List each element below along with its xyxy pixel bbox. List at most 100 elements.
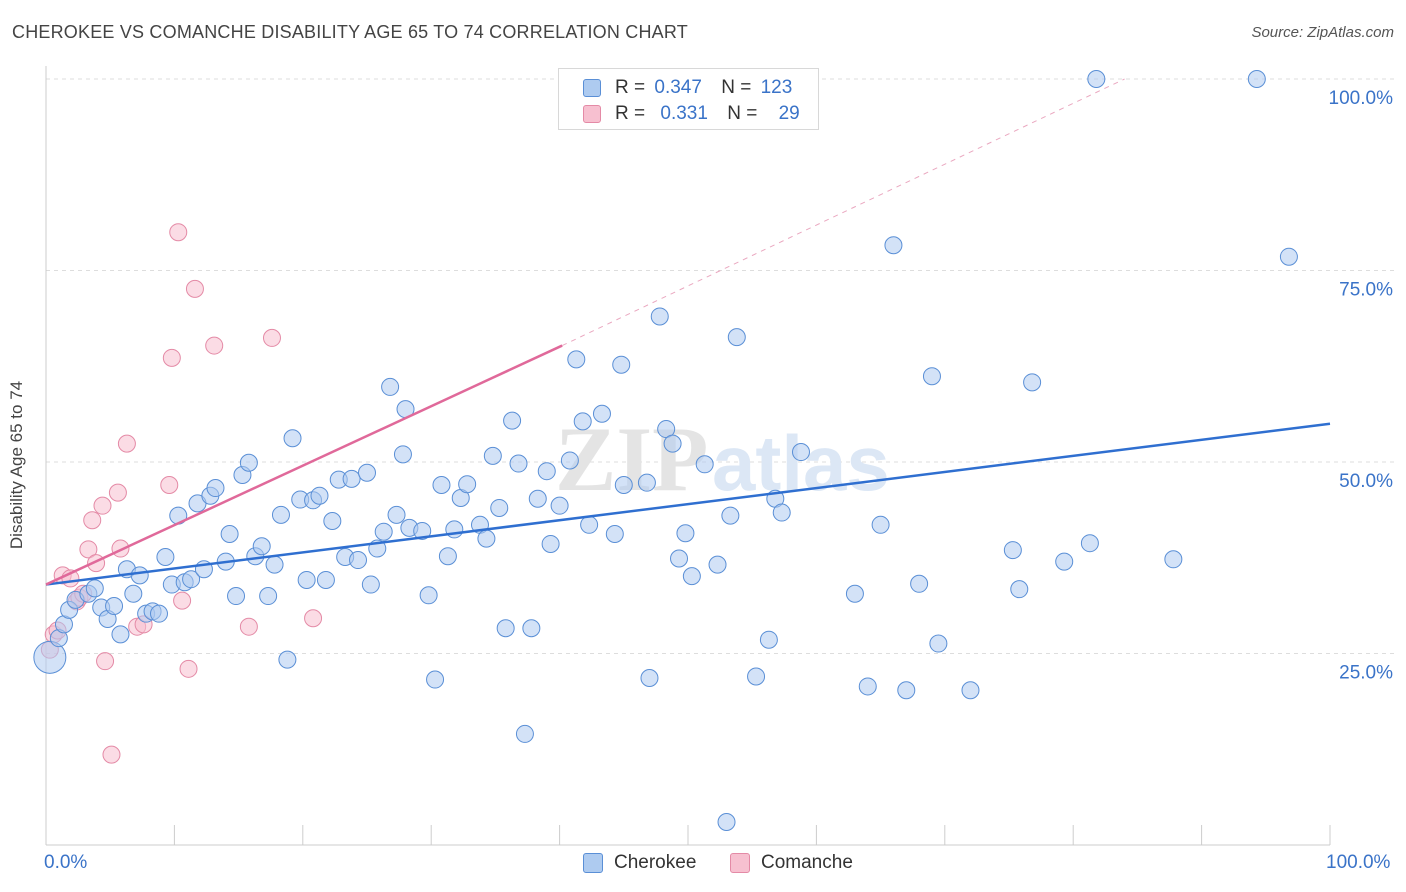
cherokee-point [265, 555, 284, 574]
cherokee-point [871, 515, 890, 534]
cherokee-point [515, 724, 534, 743]
r-value: 0.331 [660, 103, 708, 124]
comanche-trend-extension [561, 78, 1125, 347]
cherokee-point [105, 597, 124, 616]
y-tick-label: 25.0% [1339, 663, 1393, 684]
cherokee-point [278, 650, 297, 669]
cherokee-point [537, 462, 556, 481]
comanche-point [102, 745, 121, 764]
cherokee-point [580, 515, 599, 534]
cherokee-point [413, 521, 432, 540]
cherokee-point [374, 522, 393, 541]
cherokee-point [708, 555, 727, 574]
cherokee-point [612, 355, 631, 374]
cherokee-point [759, 630, 778, 649]
cherokee-point [772, 503, 791, 522]
cherokee-point [496, 619, 515, 638]
correlation-legend: R = 0.347 N = 123 R = 0.331 N = 29 [558, 68, 819, 130]
cherokee-point [670, 549, 689, 568]
cherokee-point [297, 570, 316, 589]
chart-title: CHEROKEE VS COMANCHE DISABILITY AGE 65 T… [12, 22, 688, 42]
r-label: R = [615, 103, 646, 124]
cherokee-point [897, 681, 916, 700]
cherokee-point [663, 434, 682, 453]
cherokee-point [650, 307, 669, 326]
cherokee-point [567, 350, 586, 369]
comanche-point [117, 434, 136, 453]
cherokee-point [573, 412, 592, 431]
cherokee-legend-swatch [583, 853, 603, 873]
cherokee-point [310, 486, 329, 505]
legend-text: R = 0.347 N = 123 [615, 77, 792, 99]
cherokee-point [791, 443, 810, 462]
comanche-point [108, 483, 127, 502]
cherokee-point [361, 575, 380, 594]
cherokee-point [85, 579, 104, 598]
cherokee-point [1247, 70, 1266, 88]
comanche-point [173, 591, 192, 610]
cherokee-point [342, 469, 361, 488]
cherokee-point [1055, 552, 1074, 571]
cherokee-point [111, 625, 130, 644]
trend-lines [45, 78, 1331, 586]
y-tick-labels: 25.0% 50.0% 75.0% 100.0% [1329, 88, 1394, 684]
x-tick-min: 0.0% [44, 852, 88, 873]
comanche-point [169, 223, 188, 242]
cherokee-point [182, 570, 201, 589]
comanche-point [179, 659, 198, 678]
comanche-point [262, 328, 281, 347]
cherokee-point [271, 505, 290, 524]
cherokee-point [426, 670, 445, 689]
cherokee-point [922, 367, 941, 386]
watermark: ZIP atlas [555, 408, 890, 510]
cherokee-point [477, 529, 496, 548]
comanche-point [83, 511, 102, 530]
cherokee-point [858, 677, 877, 696]
comanche-point [93, 496, 112, 515]
cherokee-point [845, 584, 864, 603]
cherokee-point [884, 236, 903, 255]
cherokee-point [323, 511, 342, 530]
cherokee-point [592, 404, 611, 423]
axes [45, 66, 1331, 846]
cherokee-point [220, 525, 239, 544]
cherokee-point [605, 525, 624, 544]
y-tick-label: 50.0% [1339, 471, 1393, 492]
legend-label: Comanche [761, 852, 853, 873]
source-label: Source: ZipAtlas.com [1251, 24, 1394, 41]
comanche-point [162, 348, 181, 367]
cherokee-point [1279, 247, 1298, 266]
y-tick-label: 75.0% [1339, 280, 1393, 301]
cherokee-point [910, 574, 929, 593]
cherokee-point [528, 489, 547, 508]
cherokee-point [676, 524, 695, 543]
cherokee-point [393, 445, 412, 464]
cherokee-swatch [583, 79, 601, 97]
r-value: 0.347 [654, 77, 702, 98]
comanche-points [40, 223, 323, 764]
cherokee-point [419, 586, 438, 605]
cherokee-point [509, 454, 528, 473]
cherokee-point [522, 619, 541, 638]
y-tick-label: 100.0% [1329, 88, 1394, 109]
n-label: N = [721, 77, 752, 98]
cherokee-point [550, 496, 569, 515]
cherokee-point [156, 547, 175, 566]
cherokee-point [637, 473, 656, 492]
cherokee-point [227, 587, 246, 606]
cherokee-point [259, 587, 278, 606]
cherokee-point [1010, 580, 1029, 599]
cherokee-point [239, 453, 258, 472]
cherokee-point [1023, 373, 1042, 392]
cherokee-point [1164, 550, 1183, 569]
cherokee-point [381, 377, 400, 396]
comanche-point [239, 617, 258, 636]
cherokee-point [124, 584, 143, 603]
comanche-point [205, 336, 224, 355]
cherokee-point [747, 667, 766, 686]
cherokee-point [929, 634, 948, 653]
comanche-point [96, 652, 115, 671]
cherokee-point [432, 475, 451, 494]
cherokee-trend-line [45, 422, 1331, 586]
